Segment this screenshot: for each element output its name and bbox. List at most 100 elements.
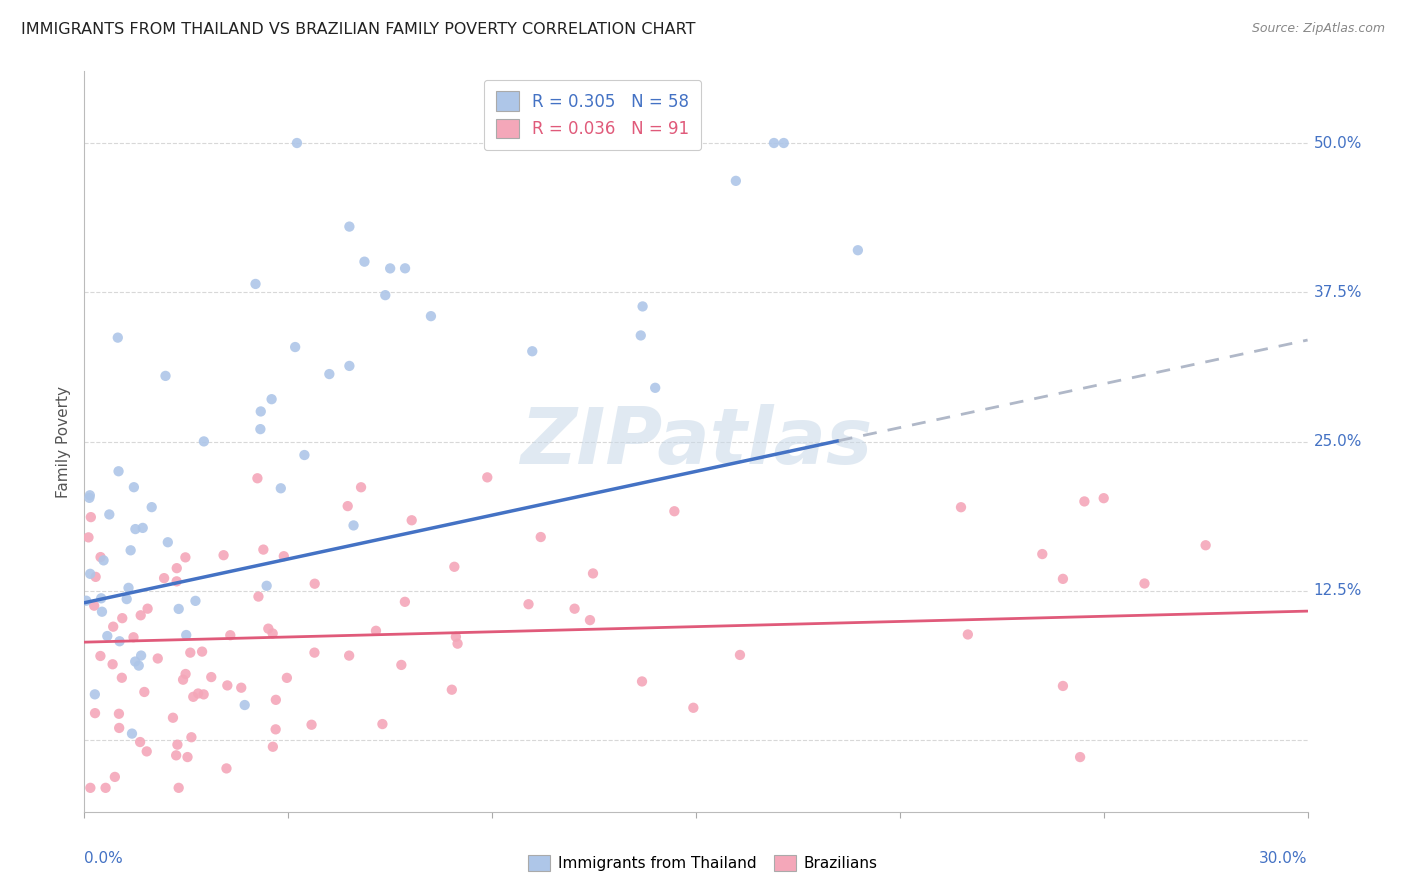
- Point: [301, 717, 323, 731]
- Point: [256, 579, 278, 593]
- Point: [219, 628, 242, 642]
- Point: [166, 574, 188, 589]
- Point: [304, 576, 326, 591]
- Point: [530, 530, 553, 544]
- Point: [1031, 547, 1053, 561]
- Text: IMMIGRANTS FROM THAILAND VS BRAZILIAN FAMILY POVERTY CORRELATION CHART: IMMIGRANTS FROM THAILAND VS BRAZILIAN FA…: [21, 22, 696, 37]
- Point: [107, 331, 129, 345]
- Point: [728, 648, 751, 662]
- Point: [217, 678, 239, 692]
- Point: [264, 723, 287, 737]
- Point: [172, 673, 194, 687]
- Point: [153, 571, 176, 585]
- Point: [380, 261, 402, 276]
- Point: [401, 513, 423, 527]
- Point: [156, 535, 179, 549]
- Point: [215, 761, 238, 775]
- Point: [342, 518, 364, 533]
- Point: [245, 277, 267, 291]
- Point: [200, 670, 222, 684]
- Point: [294, 448, 316, 462]
- Point: [724, 174, 747, 188]
- Text: Source: ZipAtlas.com: Source: ZipAtlas.com: [1251, 22, 1385, 36]
- Point: [631, 674, 654, 689]
- Point: [212, 548, 235, 562]
- Point: [264, 693, 287, 707]
- Point: [1073, 494, 1095, 508]
- Point: [394, 595, 416, 609]
- Point: [96, 629, 118, 643]
- Point: [98, 508, 121, 522]
- Point: [350, 480, 373, 494]
- Point: [846, 244, 869, 258]
- Point: [762, 136, 785, 150]
- Point: [176, 750, 198, 764]
- Point: [94, 780, 117, 795]
- Point: [101, 657, 124, 672]
- Point: [93, 553, 115, 567]
- Text: 37.5%: 37.5%: [1313, 285, 1362, 300]
- Point: [1092, 491, 1115, 506]
- Point: [249, 422, 271, 436]
- Point: [108, 634, 131, 648]
- Point: [260, 392, 283, 407]
- Point: [124, 655, 146, 669]
- Point: [582, 566, 605, 581]
- Point: [132, 521, 155, 535]
- Point: [141, 500, 163, 515]
- Point: [262, 626, 284, 640]
- Point: [262, 739, 284, 754]
- Point: [155, 368, 177, 383]
- Point: [477, 470, 499, 484]
- Point: [136, 601, 159, 615]
- Point: [191, 645, 214, 659]
- Point: [165, 748, 187, 763]
- Point: [1133, 576, 1156, 591]
- Point: [108, 706, 131, 721]
- Point: [374, 288, 396, 302]
- Point: [90, 591, 112, 606]
- Point: [304, 646, 326, 660]
- Point: [80, 510, 103, 524]
- Point: [84, 570, 107, 584]
- Point: [103, 620, 125, 634]
- Point: [135, 744, 157, 758]
- Point: [247, 590, 270, 604]
- Point: [630, 328, 652, 343]
- Point: [631, 300, 654, 314]
- Point: [111, 671, 134, 685]
- Point: [129, 735, 152, 749]
- Point: [121, 726, 143, 740]
- Point: [284, 340, 307, 354]
- Point: [193, 434, 215, 449]
- Text: 50.0%: 50.0%: [1313, 136, 1362, 151]
- Point: [394, 261, 416, 276]
- Text: 25.0%: 25.0%: [1313, 434, 1362, 449]
- Legend: Immigrants from Thailand, Brazilians: Immigrants from Thailand, Brazilians: [523, 849, 883, 877]
- Point: [167, 780, 190, 795]
- Point: [89, 648, 111, 663]
- Point: [146, 651, 169, 665]
- Point: [231, 681, 253, 695]
- Point: [772, 136, 794, 150]
- Point: [389, 657, 412, 672]
- Point: [166, 738, 188, 752]
- Point: [950, 500, 973, 515]
- Point: [90, 550, 112, 565]
- Point: [77, 530, 100, 544]
- Point: [444, 630, 467, 644]
- Point: [83, 599, 105, 613]
- Point: [79, 491, 101, 505]
- Point: [956, 627, 979, 641]
- Point: [181, 690, 204, 704]
- Point: [122, 480, 145, 494]
- Point: [179, 646, 201, 660]
- Text: ZIPatlas: ZIPatlas: [520, 403, 872, 480]
- Point: [664, 504, 686, 518]
- Point: [108, 721, 131, 735]
- Point: [129, 608, 152, 623]
- Legend: R = 0.305   N = 58, R = 0.036   N = 91: R = 0.305 N = 58, R = 0.036 N = 91: [484, 79, 702, 150]
- Point: [91, 605, 114, 619]
- Point: [184, 594, 207, 608]
- Point: [174, 667, 197, 681]
